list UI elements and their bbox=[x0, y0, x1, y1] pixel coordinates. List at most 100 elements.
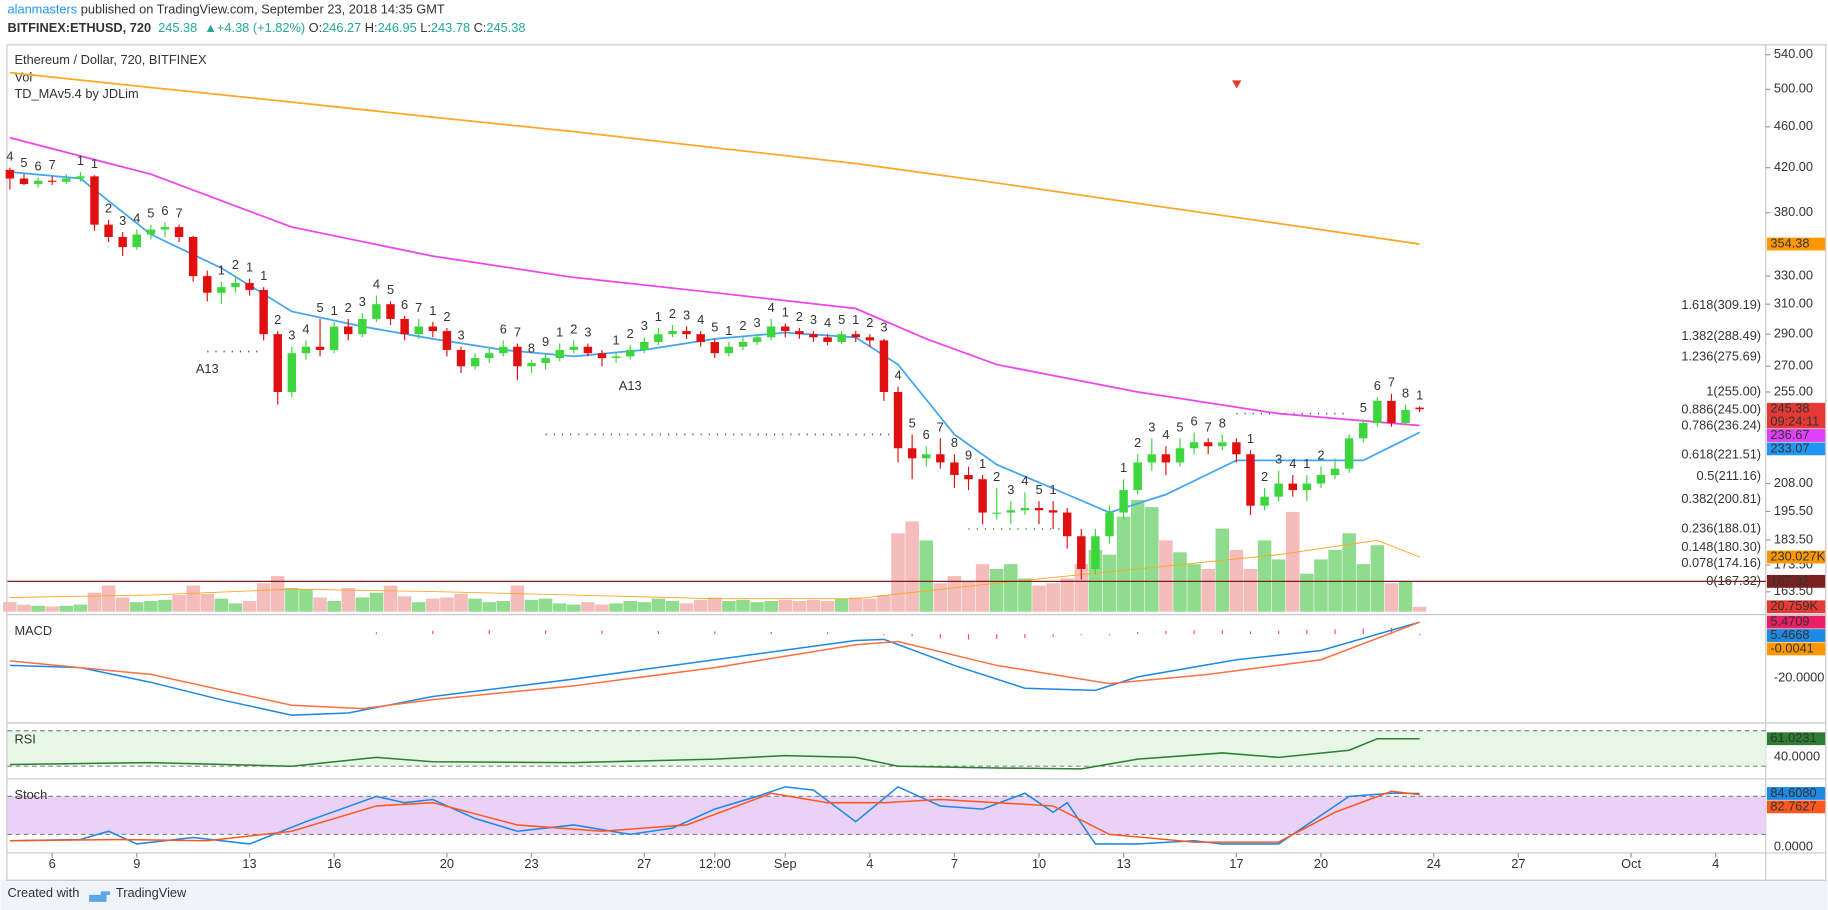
td-count: 1 bbox=[246, 260, 253, 275]
td-count: 8 bbox=[1402, 385, 1409, 400]
candle-body bbox=[724, 346, 734, 354]
volume-bar bbox=[426, 598, 440, 612]
x-tick-label: Oct bbox=[1621, 856, 1641, 871]
candle-body bbox=[809, 334, 818, 338]
candle-body bbox=[76, 176, 85, 179]
candle-body bbox=[245, 282, 254, 290]
symbol: BITFINEX:ETHUSD, 720 bbox=[7, 21, 151, 36]
volume-bar bbox=[510, 585, 525, 612]
volume-bar bbox=[820, 601, 835, 612]
td-count: 1 bbox=[556, 324, 563, 339]
td-count: 5 bbox=[316, 300, 323, 315]
candle-body bbox=[795, 331, 804, 335]
td-count: 6 bbox=[1191, 413, 1198, 428]
price-badge-label: 20.759K bbox=[1770, 598, 1818, 613]
price-badge-label: -0.0041 bbox=[1770, 640, 1813, 655]
annotation: A13 bbox=[196, 361, 219, 376]
td-count: 1 bbox=[218, 262, 225, 277]
td-count: 7 bbox=[49, 157, 56, 172]
fib-label: 0.382(200.81) bbox=[1681, 491, 1761, 506]
td-count: 8 bbox=[528, 341, 535, 356]
candle-body bbox=[329, 326, 339, 350]
candle-body bbox=[400, 318, 409, 335]
candle-body bbox=[625, 349, 635, 357]
volume-bar bbox=[440, 597, 454, 612]
candle-body bbox=[19, 178, 29, 185]
volume-bar bbox=[45, 606, 59, 612]
volume-bar bbox=[919, 540, 933, 612]
x-tick-label: 4 bbox=[866, 856, 873, 871]
candle-body bbox=[1415, 407, 1424, 410]
price-badge-label: 354.38 bbox=[1770, 235, 1809, 250]
candle-body bbox=[541, 358, 550, 363]
candle-body bbox=[879, 340, 889, 392]
candle-body bbox=[1232, 442, 1241, 455]
volume-bar bbox=[313, 597, 327, 612]
volume-bar bbox=[144, 601, 158, 612]
td-count: 5 bbox=[1360, 400, 1367, 415]
td-count: 4 bbox=[1289, 456, 1296, 471]
author[interactable]: alanmasters bbox=[7, 2, 77, 17]
td-count: 2 bbox=[443, 309, 450, 324]
fib-label: 0.886(245.00) bbox=[1681, 401, 1761, 416]
volume-bar bbox=[581, 602, 595, 612]
volume-bar bbox=[496, 601, 511, 612]
candle-body bbox=[301, 346, 311, 354]
x-tick-label: 20 bbox=[440, 856, 454, 871]
price-badge-label: 61.0231 bbox=[1770, 730, 1816, 745]
fib-label: 1.382(288.49) bbox=[1681, 328, 1761, 343]
td-count: 2 bbox=[1261, 469, 1268, 484]
annotation: A13 bbox=[619, 378, 642, 393]
volume-bar bbox=[834, 598, 849, 612]
volume-ma bbox=[9, 539, 1420, 600]
td-count: 2 bbox=[796, 309, 803, 324]
td-count: 6 bbox=[923, 427, 930, 442]
volume-bar bbox=[806, 599, 821, 612]
td-count: 7 bbox=[415, 300, 422, 315]
price-badge bbox=[1766, 642, 1826, 656]
price-badge bbox=[1766, 429, 1826, 442]
td-count: 3 bbox=[119, 213, 126, 228]
td-count: 6 bbox=[1374, 378, 1381, 393]
candle-body bbox=[1091, 536, 1100, 569]
td-count: 6 bbox=[161, 203, 168, 218]
fib-label: 0.236(188.01) bbox=[1681, 520, 1761, 535]
td-count: 1 bbox=[782, 304, 789, 319]
published: published on TradingView.com, September … bbox=[77, 2, 445, 17]
volume-bar bbox=[1201, 568, 1215, 612]
x-tick-label: 13 bbox=[242, 856, 256, 871]
candle-body bbox=[118, 236, 127, 248]
td-count: 2 bbox=[993, 469, 1000, 484]
x-tick-label: 17 bbox=[1229, 856, 1243, 871]
candle-body bbox=[1020, 507, 1030, 511]
candle-body bbox=[611, 356, 621, 359]
price-badge bbox=[1766, 442, 1826, 456]
price-badge-label: 5.4668 bbox=[1770, 627, 1809, 642]
footer-brand[interactable]: TradingView bbox=[116, 885, 187, 900]
candle-body bbox=[1189, 442, 1199, 449]
td-count: 5 bbox=[1176, 419, 1183, 434]
td-count: 7 bbox=[1205, 419, 1212, 434]
candle-body bbox=[1161, 454, 1171, 463]
candle-body bbox=[936, 454, 945, 463]
volume-bar bbox=[1159, 540, 1173, 612]
volume-bar bbox=[989, 568, 1004, 612]
candle-body bbox=[766, 326, 776, 338]
volume-bar bbox=[538, 598, 553, 612]
fib-label: 0.5(211.16) bbox=[1697, 468, 1762, 483]
candle-body bbox=[231, 282, 240, 288]
x-tick-label: 10 bbox=[1032, 856, 1046, 871]
ohlc-value: 243.78 bbox=[431, 21, 470, 36]
symbol-line: BITFINEX:ETHUSD, 720 245.38 ▲+4.38 (+1.82%… bbox=[7, 21, 525, 36]
fib-label: 0.618(221.51) bbox=[1681, 447, 1761, 462]
candle-body bbox=[1246, 454, 1255, 506]
candle-body bbox=[62, 178, 71, 182]
td-count: 1 bbox=[91, 156, 98, 171]
candle-body bbox=[640, 341, 649, 350]
volume-bar bbox=[679, 603, 694, 612]
candle-body bbox=[1006, 510, 1016, 513]
td-count: 1 bbox=[1050, 482, 1057, 497]
td-count: 7 bbox=[176, 206, 183, 221]
study-label: TD_MAv5.4 by JDLim bbox=[14, 86, 138, 101]
